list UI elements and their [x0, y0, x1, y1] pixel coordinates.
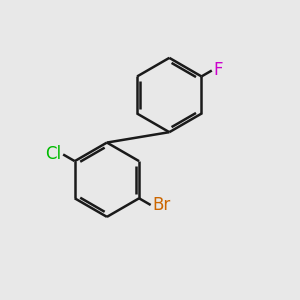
Text: Cl: Cl: [45, 146, 61, 164]
Text: F: F: [213, 61, 223, 80]
Text: Br: Br: [152, 196, 170, 214]
